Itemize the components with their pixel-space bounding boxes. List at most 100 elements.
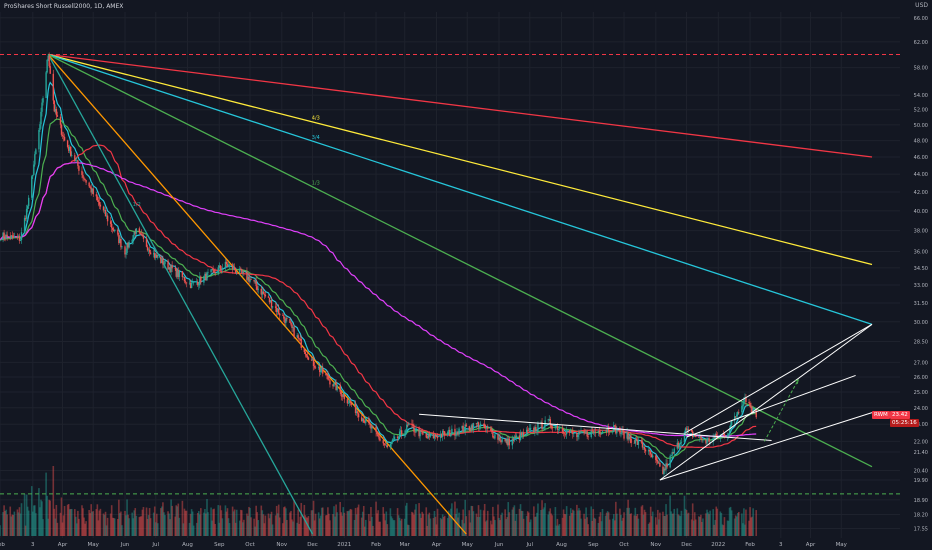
- volume-bar: [526, 511, 529, 536]
- volume-bar: [475, 513, 478, 536]
- volume-bar: [448, 510, 450, 536]
- candle-body: [334, 382, 336, 383]
- volume-bar: [356, 507, 359, 536]
- volume-bar: [18, 507, 21, 536]
- volume-bar: [700, 514, 702, 536]
- volume-bar: [257, 520, 260, 536]
- volume-bar: [719, 511, 722, 536]
- candle-body: [169, 267, 171, 273]
- volume-bar: [634, 507, 637, 536]
- candle-body: [628, 436, 630, 440]
- volume-bar: [13, 511, 16, 536]
- candle-body: [184, 281, 187, 283]
- volume-bar: [630, 513, 633, 536]
- volume-bar: [327, 507, 329, 536]
- volume-bar: [536, 512, 538, 536]
- candle-body: [188, 282, 191, 284]
- candle-body: [614, 425, 616, 426]
- candle-body: [436, 436, 439, 439]
- volume-bar: [672, 513, 675, 536]
- candle-body: [428, 434, 431, 437]
- candle-body: [396, 436, 399, 439]
- candle-body: [161, 258, 163, 263]
- y-tick-label: 52.00: [914, 108, 928, 114]
- volume-bar: [755, 510, 758, 536]
- volume-bar: [241, 510, 243, 536]
- volume-bar: [716, 508, 719, 536]
- candle-body: [95, 194, 98, 197]
- ticker-tag: RWM: [872, 411, 890, 420]
- volume-bar: [41, 501, 43, 536]
- volume-bar: [296, 522, 298, 536]
- y-tick-label: 30.00: [914, 320, 928, 326]
- candle-body: [713, 437, 715, 439]
- candle-body: [695, 435, 697, 438]
- volume-bar: [449, 515, 451, 536]
- candle-body: [296, 335, 298, 337]
- candle-body: [458, 428, 460, 435]
- volume-bar: [48, 499, 50, 536]
- candle-body: [650, 454, 653, 458]
- candle-body: [178, 271, 181, 277]
- volume-bar: [360, 517, 363, 536]
- volume-bar: [99, 508, 102, 536]
- volume-bar: [42, 519, 44, 536]
- volume-bar: [152, 512, 155, 536]
- volume-bar: [16, 509, 19, 536]
- trendline-drawings[interactable]: [419, 323, 873, 481]
- candle-body: [701, 438, 703, 441]
- candle-body: [203, 276, 205, 283]
- candle-body: [562, 431, 565, 434]
- volume-bar: [752, 508, 754, 536]
- y-tick-label: 62.00: [914, 40, 928, 46]
- candle-body: [307, 357, 310, 360]
- candle-body: [207, 272, 209, 273]
- volume-bar: [235, 509, 238, 536]
- y-tick-label: 33.00: [914, 283, 928, 289]
- x-tick-label: Feb: [745, 542, 755, 548]
- candle-body: [530, 427, 532, 429]
- candle-body: [333, 382, 335, 387]
- volume-bar: [135, 515, 138, 536]
- volume-bar: [485, 520, 488, 536]
- candle-body: [579, 431, 581, 434]
- candle-body: [88, 182, 90, 187]
- volume-bar: [133, 510, 136, 536]
- y-tick-label: 66.00: [914, 16, 928, 22]
- volume-bar: [712, 509, 714, 536]
- volume-bar: [218, 522, 221, 536]
- volume-bar: [247, 515, 249, 536]
- volume-bar: [648, 522, 651, 536]
- symbol-title[interactable]: ProShares Short Russell2000, 1D, AMEX: [4, 3, 126, 10]
- candle-body: [125, 252, 127, 255]
- candle-body: [212, 269, 214, 271]
- gann-fan-lines[interactable]: 4/3 3/4 1/3 1/2: [47, 53, 873, 535]
- candle-body: [498, 437, 500, 440]
- candle-body: [32, 174, 34, 177]
- candle-body: [755, 408, 757, 418]
- candle-body: [112, 227, 114, 230]
- x-tick-label: Apr: [806, 542, 816, 548]
- volume-bar: [615, 501, 617, 536]
- candle-body: [411, 423, 413, 425]
- volume-bar: [163, 512, 165, 536]
- candle-body: [300, 338, 302, 348]
- x-tick-label: Sep: [588, 542, 599, 548]
- volume-bar: [312, 500, 315, 536]
- volume-bar: [405, 502, 408, 536]
- candle-body: [464, 424, 466, 432]
- candle-body: [200, 276, 202, 283]
- candle-body: [197, 281, 199, 286]
- x-tick-label: Feb: [0, 542, 5, 548]
- volume-bar: [4, 510, 6, 536]
- candle-body: [177, 270, 179, 277]
- candle-body: [61, 134, 64, 137]
- x-tick-label: Apr: [58, 542, 68, 548]
- candle-body: [608, 431, 611, 433]
- volume-bar: [112, 518, 115, 536]
- candle-body: [569, 430, 571, 433]
- countdown-badge: 05:25:16: [890, 419, 919, 428]
- fan-line-label: 1/2: [133, 202, 141, 208]
- candle-body: [168, 267, 170, 270]
